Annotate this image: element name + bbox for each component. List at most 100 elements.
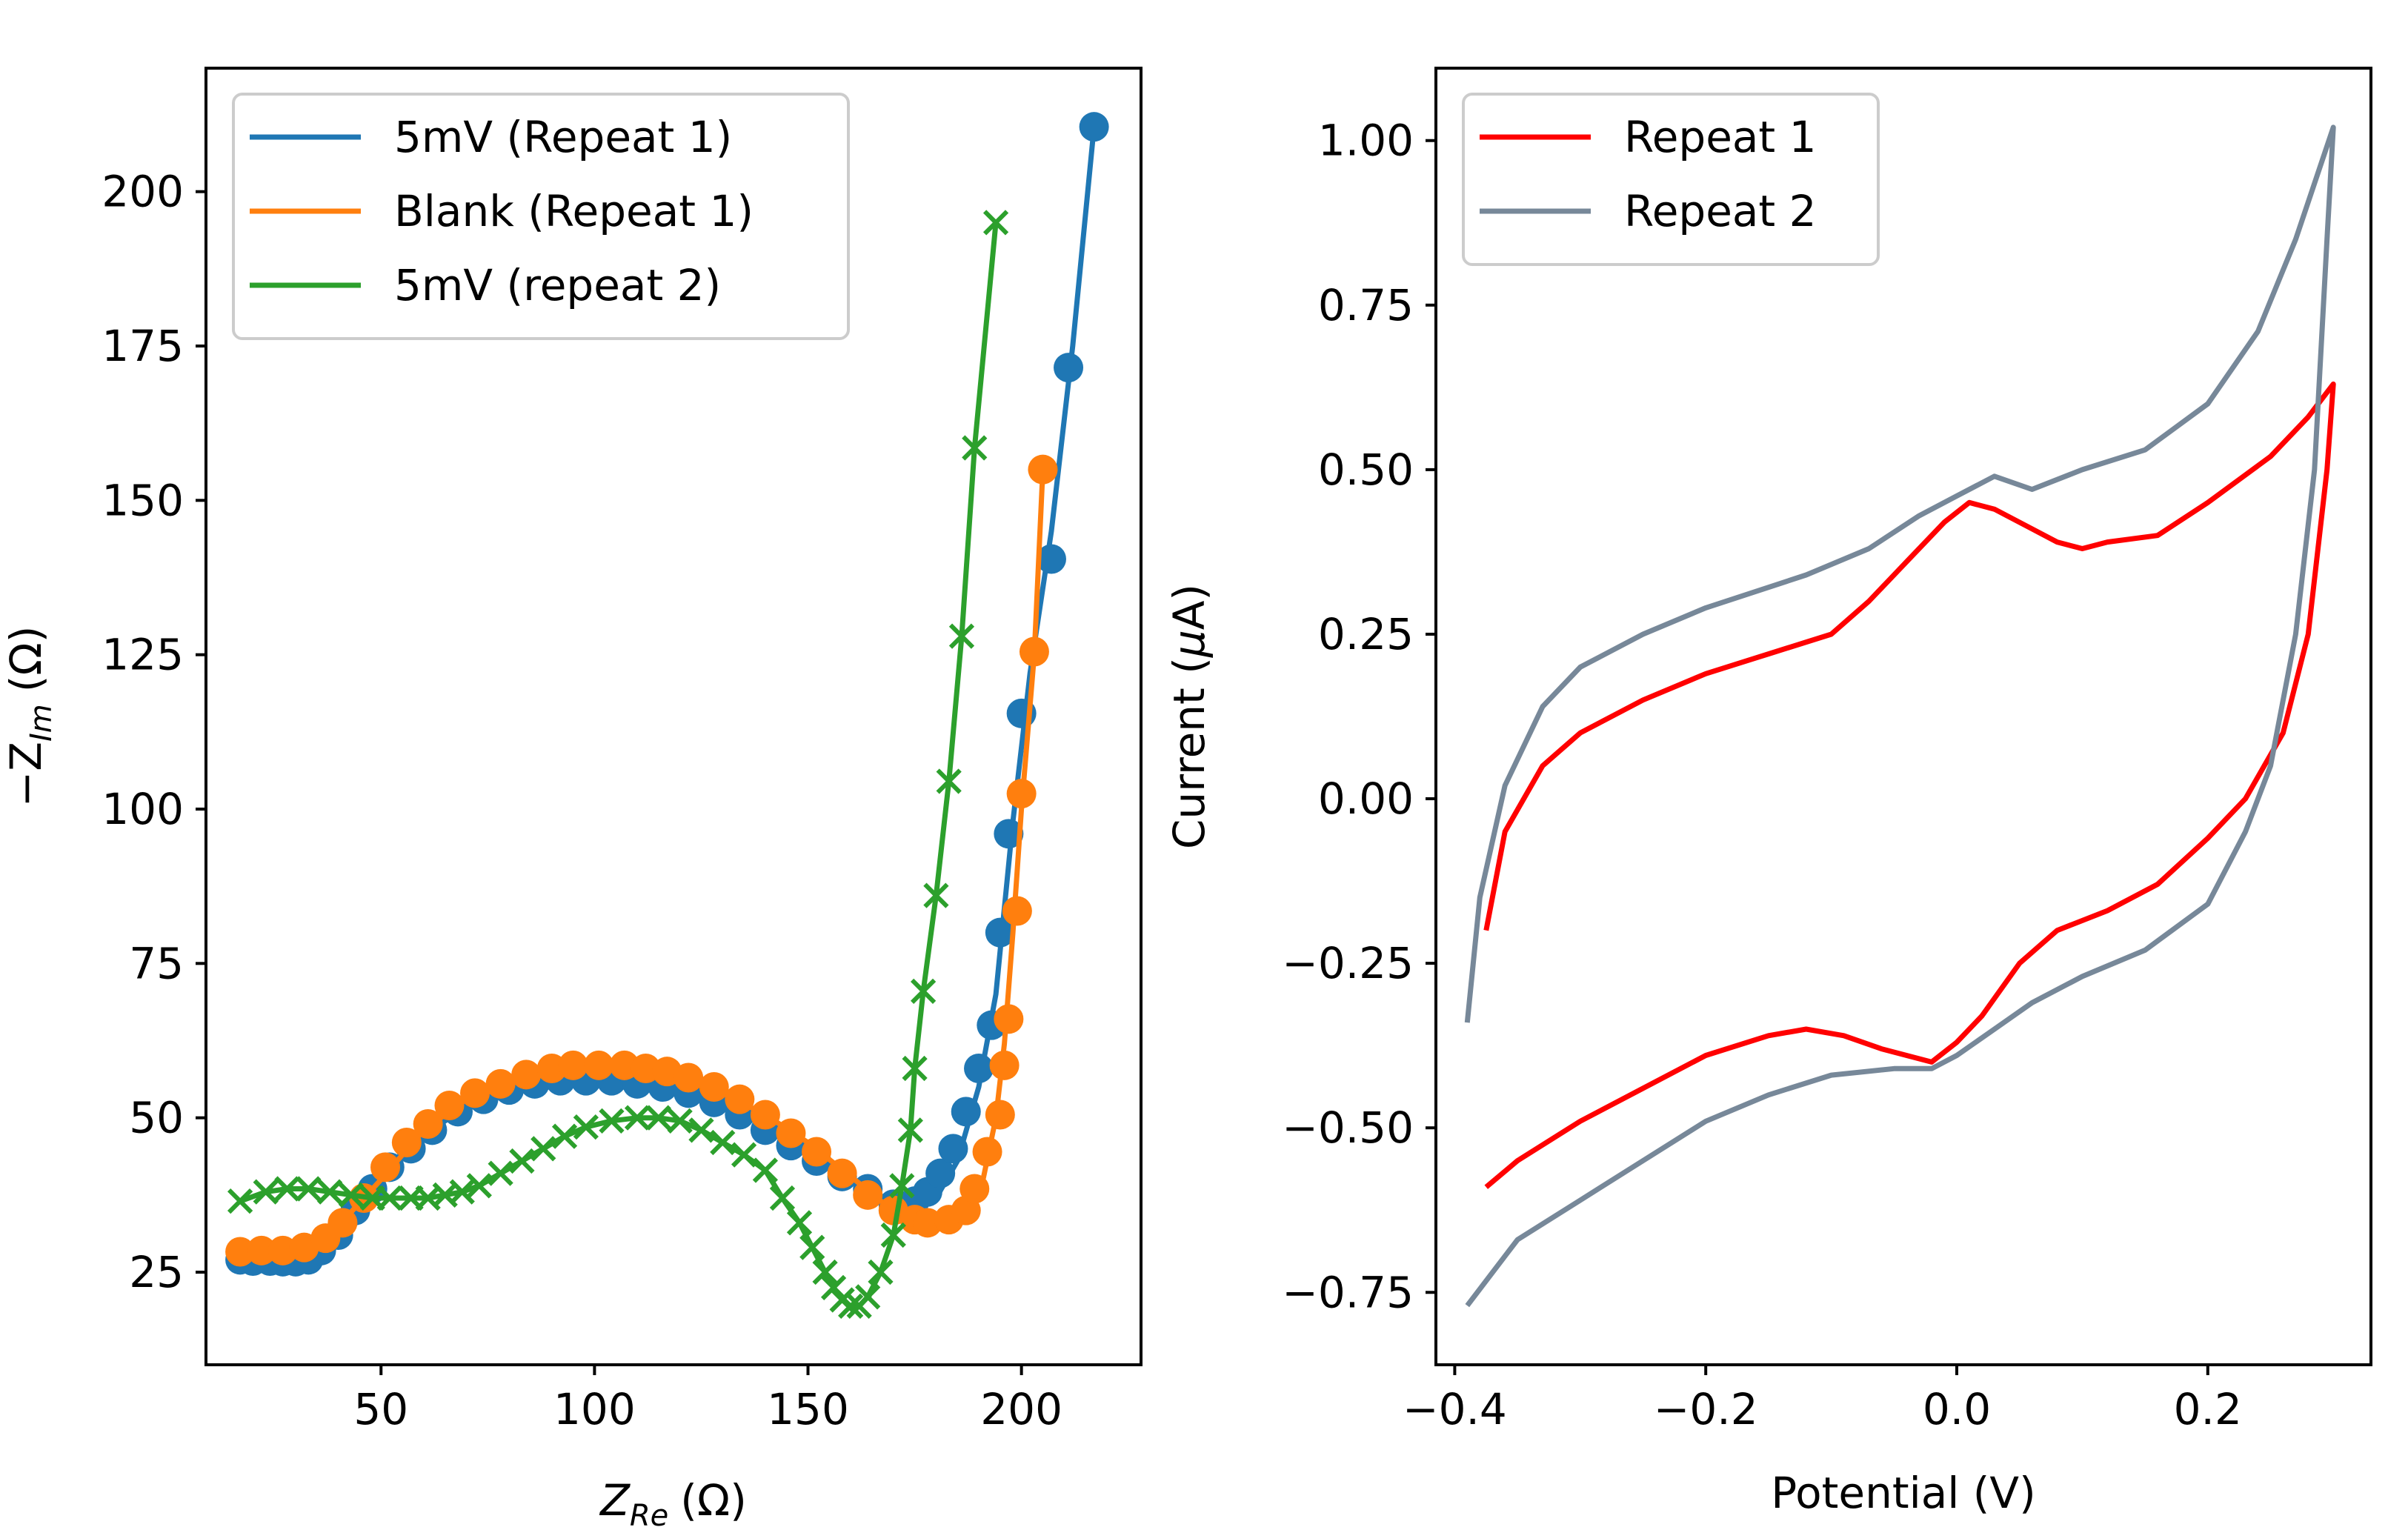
impedance-y-tick-label: 125 xyxy=(102,630,184,680)
impedance-series-2 xyxy=(227,210,1009,1319)
impedance-data-point xyxy=(274,1176,300,1202)
voltammetry-y-tick-label: −0.50 xyxy=(1282,1102,1414,1153)
voltammetry-x-ticks: −0.4 −0.2 0.0 0.2 xyxy=(1403,1365,2242,1434)
impedance-data-point xyxy=(1006,779,1037,809)
voltammetry-y-tick-label: −0.75 xyxy=(1282,1267,1414,1317)
impedance-data-point xyxy=(959,1174,990,1204)
voltammetry-x-axis-label: Potential (V) xyxy=(1771,1468,2035,1518)
impedance-data-point xyxy=(989,1050,1020,1080)
voltammetry-axes-frame xyxy=(1434,67,2372,1366)
impedance-data-point xyxy=(225,1237,256,1267)
voltammetry-legend-label: Repeat 1 xyxy=(1624,112,1817,162)
impedance-data-point xyxy=(449,1179,475,1205)
impedance-data-point xyxy=(1028,454,1058,485)
impedance-data-point xyxy=(699,1072,729,1102)
impedance-data-point xyxy=(253,1179,279,1205)
voltammetry-x-tick-label: 0.2 xyxy=(2174,1384,2242,1434)
impedance-y-tick-label: 175 xyxy=(102,321,184,371)
voltammetry-x-tick-label: 0.0 xyxy=(1923,1384,1991,1434)
voltammetry-y-tick-label: 1.00 xyxy=(1318,116,1414,166)
impedance-data-point xyxy=(786,1210,813,1236)
voltammetry-x-tick-label: −0.4 xyxy=(1403,1384,1507,1434)
impedance-data-point xyxy=(327,1208,358,1238)
impedance-y-tick-label: 75 xyxy=(129,938,184,988)
impedance-data-point xyxy=(488,1160,513,1186)
impedance-data-point xyxy=(838,1293,864,1319)
impedance-data-point xyxy=(599,1108,625,1134)
impedance-data-point xyxy=(460,1078,490,1108)
voltammetry-x-tick-label: −0.2 xyxy=(1654,1384,1758,1434)
impedance-data-point xyxy=(1036,544,1066,574)
impedance-data-point xyxy=(769,1185,796,1211)
impedance-y-ticks: 25 50 75 100 125 150 175 200 xyxy=(102,167,206,1297)
voltammetry-y-ticks: 1.00 0.75 0.50 0.25 0.00 −0.25 −0.50 −0.75 xyxy=(1282,116,1436,1317)
impedance-fit-line xyxy=(239,222,999,1309)
impedance-data-point xyxy=(902,1055,928,1082)
impedance-data-point xyxy=(370,1152,401,1183)
impedance-data-point xyxy=(925,1158,956,1188)
impedance-data-point xyxy=(889,1173,915,1199)
impedance-data-point xyxy=(531,1136,556,1162)
impedance-y-tick-label: 150 xyxy=(102,475,184,525)
impedance-data-point xyxy=(994,819,1024,849)
impedance-y-tick-label: 200 xyxy=(102,167,184,217)
impedance-data-point xyxy=(584,1050,614,1080)
impedance-x-ticks: 50 100 150 200 xyxy=(353,1365,1062,1434)
impedance-data-point xyxy=(776,1118,806,1148)
impedance-data-point xyxy=(938,1134,968,1164)
impedance-series-1 xyxy=(225,454,1058,1267)
impedance-data-point xyxy=(936,768,962,794)
impedance-data-point xyxy=(316,1179,343,1205)
impedance-data-point xyxy=(338,1182,365,1208)
impedance-data-point xyxy=(868,1259,894,1285)
impedance-data-point xyxy=(246,1235,276,1265)
impedance-data-point xyxy=(948,623,975,649)
impedance-data-point xyxy=(910,978,937,1004)
impedance-data-point xyxy=(951,1097,981,1127)
impedance-data-point xyxy=(509,1148,535,1174)
impedance-legend-box xyxy=(232,93,850,340)
impedance-y-axis-label: −ZIm(Ω) xyxy=(1,626,59,808)
impedance-data-point xyxy=(880,1222,906,1248)
impedance-axes-frame xyxy=(204,67,1143,1366)
voltammetry-legend: Repeat 1 Repeat 2 xyxy=(1462,93,1880,266)
impedance-data-point xyxy=(558,1050,588,1080)
impedance-data-point xyxy=(962,435,988,461)
impedance-data-point xyxy=(923,882,949,908)
impedance-data-point xyxy=(982,210,1009,236)
impedance-data-point xyxy=(645,1105,671,1131)
impedance-data-point xyxy=(750,1100,780,1130)
voltammetry-legend-label: Repeat 2 xyxy=(1624,186,1817,236)
impedance-data-point xyxy=(985,1100,1015,1130)
voltammetry-y-axis-label: Current (μA) xyxy=(1164,584,1214,849)
impedance-data-point xyxy=(827,1158,857,1188)
impedance-data-point xyxy=(1054,353,1084,383)
impedance-data-point xyxy=(855,1284,881,1310)
impedance-data-point xyxy=(897,1117,923,1143)
voltammetry-y-tick-label: 0.25 xyxy=(1318,609,1414,659)
impedance-data-point xyxy=(624,1105,651,1131)
voltammetry-y-tick-label: 0.75 xyxy=(1318,280,1414,330)
impedance-data-point xyxy=(985,917,1015,948)
impedance-data-point xyxy=(413,1109,443,1139)
impedance-data-point xyxy=(710,1129,736,1156)
impedance-data-point xyxy=(551,1123,578,1149)
impedance-data-point xyxy=(673,1062,704,1093)
voltammetry-series-line-1 xyxy=(1464,124,2336,1308)
impedance-legend-label: 5mV (repeat 2) xyxy=(394,260,721,310)
impedance-data-point xyxy=(1079,112,1109,142)
impedance-x-tick-label: 100 xyxy=(553,1384,636,1434)
impedance-data-point xyxy=(853,1180,883,1210)
impedance-data-point xyxy=(1002,896,1032,926)
impedance-data-point xyxy=(667,1108,693,1134)
impedance-x-tick-label: 150 xyxy=(767,1384,849,1434)
impedance-data-point xyxy=(391,1128,422,1157)
impedance-data-point xyxy=(731,1142,757,1168)
impedance-data-point xyxy=(688,1117,714,1143)
impedance-data-point xyxy=(802,1137,832,1167)
impedance-chart: 50 100 150 200 25 50 75 100 125 150 175 200 ZRe (Ω)… xyxy=(1,67,1143,1530)
impedance-data-point xyxy=(376,1185,402,1211)
impedance-data-point xyxy=(964,1054,994,1083)
impedance-data-point xyxy=(1019,636,1049,667)
